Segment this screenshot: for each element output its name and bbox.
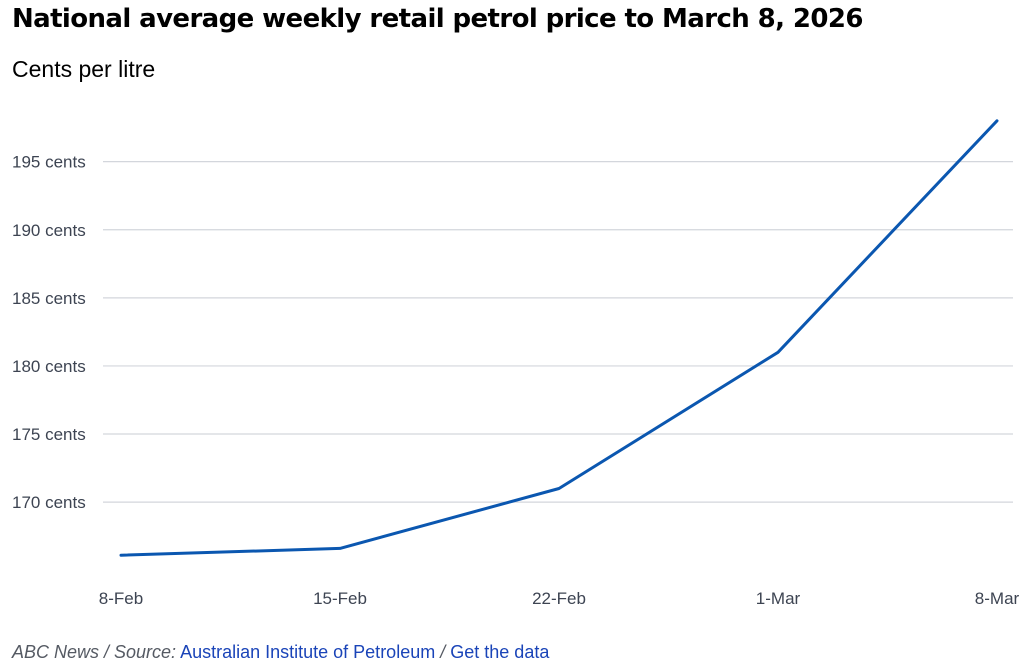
- y-tick-label: 175 cents: [12, 425, 86, 444]
- footer: ABC News / Source: Australian Institute …: [12, 642, 549, 663]
- y-axis-ticks: 195 cents 190 cents 185 cents 180 cents 175 …: [12, 153, 86, 512]
- x-axis-ticks: 8-Feb 15-Feb 22-Feb 1-Mar 8-Mar: [99, 589, 1020, 608]
- series-line-0: [119, 119, 999, 557]
- y-tick-label: 180 cents: [12, 357, 86, 376]
- y-tick-label: 170 cents: [12, 493, 86, 512]
- grid-lines: [103, 161, 1013, 503]
- x-tick-label: 22-Feb: [532, 589, 586, 608]
- footer-separator: /: [440, 642, 446, 662]
- x-tick-label: 8-Feb: [99, 589, 143, 608]
- get-the-data-link[interactable]: Get the data: [450, 642, 550, 662]
- x-tick-label: 1-Mar: [756, 589, 801, 608]
- source-link[interactable]: Australian Institute of Petroleum: [180, 642, 436, 662]
- x-tick-label: 8-Mar: [975, 589, 1020, 608]
- y-tick-label: 185 cents: [12, 289, 86, 308]
- series-layer: [119, 119, 999, 557]
- x-tick-label: 15-Feb: [313, 589, 367, 608]
- chart-title: National average weekly retail petrol pr…: [12, 4, 863, 34]
- chart-subtitle: Cents per litre: [12, 56, 156, 82]
- footer-source-prefix: ABC News / Source:: [12, 642, 177, 662]
- y-tick-label: 190 cents: [12, 221, 86, 240]
- y-tick-label: 195 cents: [12, 153, 86, 172]
